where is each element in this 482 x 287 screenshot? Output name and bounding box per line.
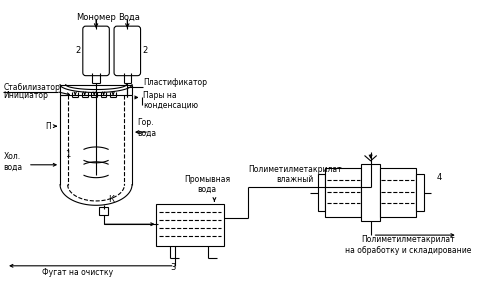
Text: 3: 3: [170, 263, 175, 272]
Bar: [361, 164, 380, 221]
Bar: [325, 168, 361, 217]
FancyBboxPatch shape: [114, 26, 141, 76]
Bar: [416, 174, 424, 211]
Text: Пары на
конденсацию: Пары на конденсацию: [144, 91, 199, 110]
Text: Гор.
вода: Гор. вода: [137, 119, 156, 138]
Text: Промывная
вода: Промывная вода: [184, 175, 230, 194]
Text: Мономер: Мономер: [76, 13, 116, 22]
Text: Вода: Вода: [118, 13, 140, 22]
Text: 2: 2: [76, 46, 81, 55]
Bar: [380, 168, 416, 217]
Text: Фугат на очистку: Фугат на очистку: [41, 268, 113, 277]
Text: 1: 1: [65, 150, 70, 159]
Bar: [318, 174, 325, 211]
Bar: [156, 204, 224, 246]
Bar: [99, 208, 108, 215]
Text: Хол.
вода: Хол. вода: [3, 152, 22, 172]
Text: Инициатор: Инициатор: [3, 91, 48, 100]
Text: Полиметилметакрилат
на обработку и складирование: Полиметилметакрилат на обработку и склад…: [345, 235, 472, 255]
FancyBboxPatch shape: [83, 26, 109, 76]
Text: 4: 4: [437, 173, 442, 182]
Text: Полиметилметакрилат
влажный: Полиметилметакрилат влажный: [248, 165, 342, 184]
Text: П: П: [45, 122, 51, 131]
Text: Стабилизатор: Стабилизатор: [3, 83, 60, 92]
Text: Пластификатор: Пластификатор: [144, 78, 207, 87]
Text: 2: 2: [143, 46, 147, 55]
Text: К: К: [108, 195, 114, 204]
